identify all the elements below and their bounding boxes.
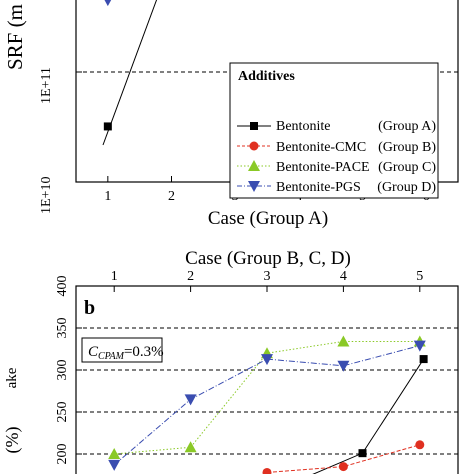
legend-label-pace: Bentonite-PACE — [276, 160, 370, 175]
panel-b-point-bentonite-pace — [337, 335, 350, 347]
legend-marker-cmc — [249, 141, 259, 151]
panel-a-xlabel: Case (Group A) — [208, 208, 328, 229]
panel-b-point-bentonite — [419, 355, 428, 364]
panel-b-point-bentonite — [358, 449, 367, 458]
panel-b-letter: b — [84, 297, 95, 319]
legend-group-bentonite: (Group A) — [378, 119, 436, 134]
panel-b-series-bentonite — [312, 355, 428, 474]
panel-b-point-bentonite-pgs — [108, 459, 121, 471]
panel-b-series-bentonite-cmc — [262, 440, 425, 474]
legend-group-pace: (Group C) — [378, 160, 436, 175]
panel-b-point-bentonite-pgs — [261, 354, 273, 366]
legend-marker-bentonite — [250, 122, 258, 130]
panel-b-y-tick-label: 350 — [55, 318, 70, 339]
panel-a-point-bentonite-pgs — [104, 0, 112, 7]
panel-b-point-bentonite-pace — [108, 448, 121, 459]
panel-b-point-bentonite-pgs — [184, 394, 197, 406]
panel-b-x-tick-label: 2 — [187, 269, 194, 284]
cpam-annotation: CCPAM=0.3% — [81, 337, 164, 363]
panel-b-y-tick-label: 250 — [55, 402, 70, 423]
panel-b-x-ticks — [113, 286, 421, 292]
legend-box — [229, 62, 439, 199]
panel-b-x2label: Case (Group B, C, D) — [185, 248, 351, 269]
panel-a-marks — [103, 0, 112, 131]
panel-b-series — [108, 335, 428, 474]
panel-b-frame — [75, 285, 459, 474]
panel-a-point-bentonite — [103, 122, 112, 131]
panel-b-reference-lines — [76, 327, 458, 455]
panel-a-ytick-label-1e11: 1E+11 — [39, 67, 54, 104]
panel-b-y-ticks: 200 250 300 350 400 — [55, 276, 82, 465]
legend-label-bentonite: Bentonite — [276, 119, 330, 134]
panel-a-ytick-label-1e10: 1E+10 — [39, 177, 54, 214]
panel-a-ylabel: SRF (m — [3, 4, 27, 70]
panel-b-x-tick-label: 1 — [111, 269, 118, 284]
panel-b-x-tick-label: 3 — [264, 269, 271, 284]
cpam-annotation-text: CCPAM=0.3% — [88, 344, 164, 362]
panel-b-point-bentonite-cmc — [415, 440, 425, 450]
legend-label-cmc: Bentonite-CMC — [276, 140, 366, 155]
legend-group-pgs: (Group D) — [377, 180, 436, 195]
panel-b-x-tick-labels: 1 2 3 4 5 — [111, 269, 424, 284]
panel-b-point-bentonite-cmc — [262, 467, 272, 474]
panel-b-x-tick-label: 4 — [340, 269, 347, 284]
panel-b-point-bentonite-pgs — [337, 360, 350, 372]
legend-title: Additives — [238, 69, 295, 84]
panel-a-x-tick-label: 1 — [104, 189, 111, 204]
panel-b-series-bentonite-pgs — [108, 340, 426, 471]
panel-b-line-bentonite-cmc — [266, 444, 420, 473]
cpam-annotation-box — [81, 337, 163, 363]
panel-b-point-bentonite-pgs — [413, 340, 426, 352]
panel-b-ylabel-partial: ake — [4, 367, 20, 388]
legend-label-pgs: Bentonite-PGS — [276, 180, 361, 195]
panel-b-ylabel-unit: (%) — [2, 427, 23, 454]
panel-a: SRF (m 1E+11 1E+10 123456 Case (Group A)… — [3, 0, 459, 229]
panel-b-x-tick-label: 5 — [416, 269, 423, 284]
panel-b-point-bentonite-pace — [184, 441, 197, 453]
panel-a-x-tick-label: 2 — [168, 189, 175, 204]
panel-b-point-bentonite-cmc — [338, 462, 348, 472]
panel-b-y-tick-label: 300 — [55, 360, 70, 381]
panel-b-y-tick-label: 200 — [55, 444, 70, 465]
panel-b: Case (Group B, C, D) 1 2 3 4 5 b 200 250 300 35… — [2, 248, 459, 474]
legend: Additives Bentonite (Group A) Bentonite-… — [229, 62, 439, 199]
panel-a-bentonite-line — [102, 0, 158, 146]
panel-b-y-tick-label: 400 — [55, 276, 70, 297]
legend-marker-pace — [248, 160, 260, 171]
legend-marker-pgs — [248, 181, 260, 192]
legend-group-cmc: (Group B) — [378, 140, 436, 155]
